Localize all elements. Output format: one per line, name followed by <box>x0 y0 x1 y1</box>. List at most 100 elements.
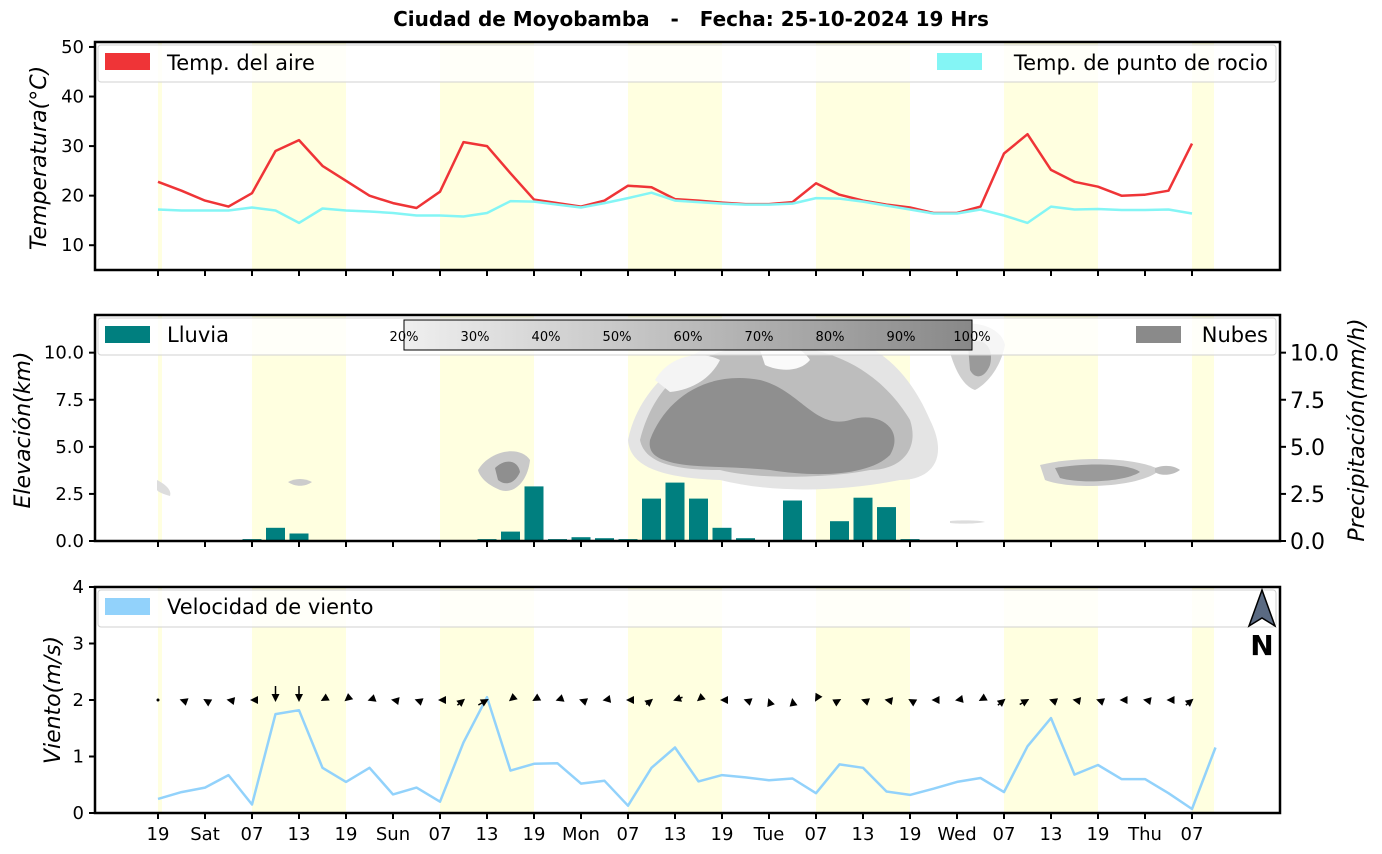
colorbar-label: 70% <box>745 330 774 345</box>
wind-arrow-icon <box>931 696 940 704</box>
y-tick-label: 3 <box>73 634 84 655</box>
y-tick-label-right: 2.5 <box>1290 483 1325 508</box>
y-tick-label: 10 <box>61 235 84 256</box>
x-tick-label: 07 <box>241 824 264 845</box>
x-tick-label: 13 <box>1040 824 1063 845</box>
wind-arrow-icon <box>767 698 775 708</box>
north-arrow-icon: N <box>1247 587 1277 662</box>
rain-bar <box>877 507 896 541</box>
wind-arrow-icon <box>696 693 706 702</box>
x-tick-label: 13 <box>852 824 875 845</box>
x-tick-label: 19 <box>523 824 546 845</box>
wind-arrow-icon <box>978 693 988 701</box>
x-tick-label: 07 <box>805 824 828 845</box>
north-label: N <box>1250 629 1273 662</box>
y-tick-label: 0 <box>73 803 84 824</box>
x-tick-label: Sat <box>190 824 220 845</box>
legend-swatch-rain <box>105 326 150 343</box>
colorbar-label: 80% <box>816 330 845 345</box>
wind-arrow-icon <box>295 686 303 702</box>
air-temperature-line <box>157 132 1194 215</box>
rain-bar <box>830 521 849 541</box>
wind-arrow-icon <box>1184 698 1194 707</box>
wind-arrow-icon <box>203 699 213 707</box>
legend-swatch-dew <box>937 53 982 70</box>
wind-arrow-icon <box>1119 696 1128 704</box>
y-tick-label: 2.5 <box>55 484 84 505</box>
wind-arrow-icon <box>996 698 1006 707</box>
chart-title: Ciudad de Moyobamba - Fecha: 25-10-2024 … <box>393 7 989 31</box>
wind-arrow-icon <box>156 698 160 702</box>
wind-arrow-icon <box>861 698 871 706</box>
x-tick-label: Wed <box>937 824 976 845</box>
colorbar-label: 40% <box>532 330 561 345</box>
x-tick-label: Tue <box>753 824 785 845</box>
wind-arrow-icon <box>344 693 354 702</box>
wind-arrow-icon <box>391 697 400 705</box>
dew-point-line <box>157 191 1193 225</box>
wind-arrow-icon <box>720 696 728 704</box>
x-tick-label: 19 <box>711 824 734 845</box>
legend-swatch-air <box>105 53 150 70</box>
wind-direction-arrows <box>156 686 1194 708</box>
y-tick-label: 30 <box>61 136 84 157</box>
wind-panel: 0 1 2 3 4 19 Sat 07 13 19 Sun 07 13 19 Mon 07 13 19 Tue 07… <box>41 577 1282 845</box>
wind-arrow-icon <box>743 698 753 706</box>
x-tick-label: 07 <box>993 824 1016 845</box>
legend-swatch-clouds <box>1136 326 1181 343</box>
y-tick-label-right: 0.0 <box>1290 530 1325 555</box>
x-tick-label: 19 <box>147 824 170 845</box>
y-tick-label: 20 <box>61 186 84 207</box>
wind-arrow-icon <box>555 694 565 702</box>
y-tick-label: 4 <box>73 577 84 598</box>
wind-arrow-icon <box>789 698 798 707</box>
wind-arrow-icon <box>1096 698 1106 706</box>
y-tick-label-right: 7.5 <box>1290 389 1325 414</box>
y-tick-label: 0.0 <box>55 531 84 552</box>
legend-label-rain: Lluvia <box>167 323 229 347</box>
y-tick-label: 2 <box>73 690 84 711</box>
wind-arrow-icon <box>832 699 842 707</box>
x-tick-label: 19 <box>335 824 358 845</box>
y-tick-label-right: 5.0 <box>1290 436 1325 461</box>
y-tick-label: 40 <box>61 87 84 108</box>
rain-bar <box>266 527 285 541</box>
rain-bar <box>736 538 755 541</box>
legend-label-clouds: Nubes <box>1202 323 1268 347</box>
y-tick-label: 5.0 <box>55 437 84 458</box>
x-tick-label: 19 <box>1087 824 1110 845</box>
x-tick-label: 13 <box>664 824 687 845</box>
wind-arrow-icon <box>320 693 330 701</box>
y-tick-label: 1 <box>73 747 84 768</box>
legend-label-wind: Velocidad de viento <box>167 595 373 619</box>
x-tick-label: 19 <box>899 824 922 845</box>
wind-arrow-icon <box>271 686 280 702</box>
wind-arrow-icon <box>955 695 964 703</box>
legend-label-dew: Temp. de punto de rocio <box>1013 51 1268 75</box>
legend-label-air: Temp. del aire <box>166 51 315 75</box>
wind-arrow-icon <box>1166 696 1175 704</box>
colorbar-label: 90% <box>887 330 916 345</box>
wind-arrow-icon <box>477 699 489 707</box>
wind-arrow-icon <box>1019 699 1030 707</box>
wind-arrow-icon <box>626 696 634 704</box>
colorbar-label: 100% <box>953 330 990 345</box>
rain-bar <box>689 498 708 541</box>
wind-arrow-icon <box>532 693 542 701</box>
cloud-contours <box>157 323 1180 524</box>
daylight-band <box>1192 42 1214 270</box>
wind-arrow-icon <box>815 692 823 702</box>
x-tick-label: Thu <box>1127 824 1162 845</box>
wind-y-label: Viento(m/s) <box>41 636 66 764</box>
rain-bar <box>665 482 685 541</box>
wind-arrow-icon <box>673 694 683 702</box>
rain-bar <box>289 533 309 541</box>
colorbar-label: 20% <box>390 330 419 345</box>
wind-arrow-icon <box>579 698 589 706</box>
wind-arrow-icon <box>456 698 466 707</box>
colorbar-label: 50% <box>603 330 632 345</box>
x-tick-label: 13 <box>476 824 499 845</box>
wind-arrow-icon <box>179 698 189 706</box>
x-tick-label: Mon <box>562 824 600 845</box>
